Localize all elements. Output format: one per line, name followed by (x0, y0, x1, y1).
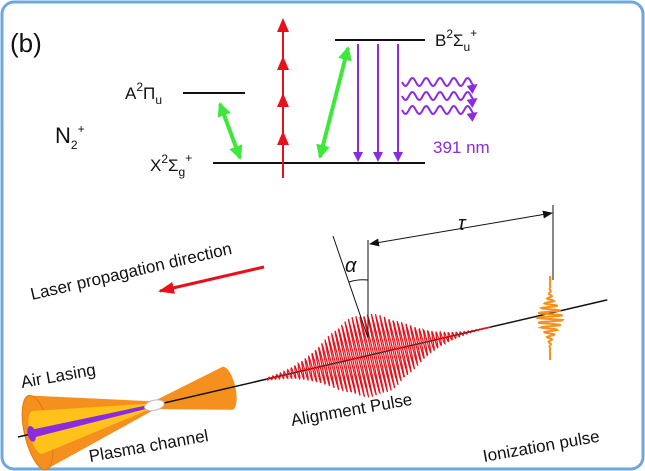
angle-label: α (345, 255, 357, 277)
wavelength-label: 391 nm (433, 138, 490, 157)
panel-label: (b) (10, 28, 42, 58)
figure: (b) N2+ A2Πu X2Σg+ B2Σu+ 391 nm Laser pr… (0, 0, 645, 471)
